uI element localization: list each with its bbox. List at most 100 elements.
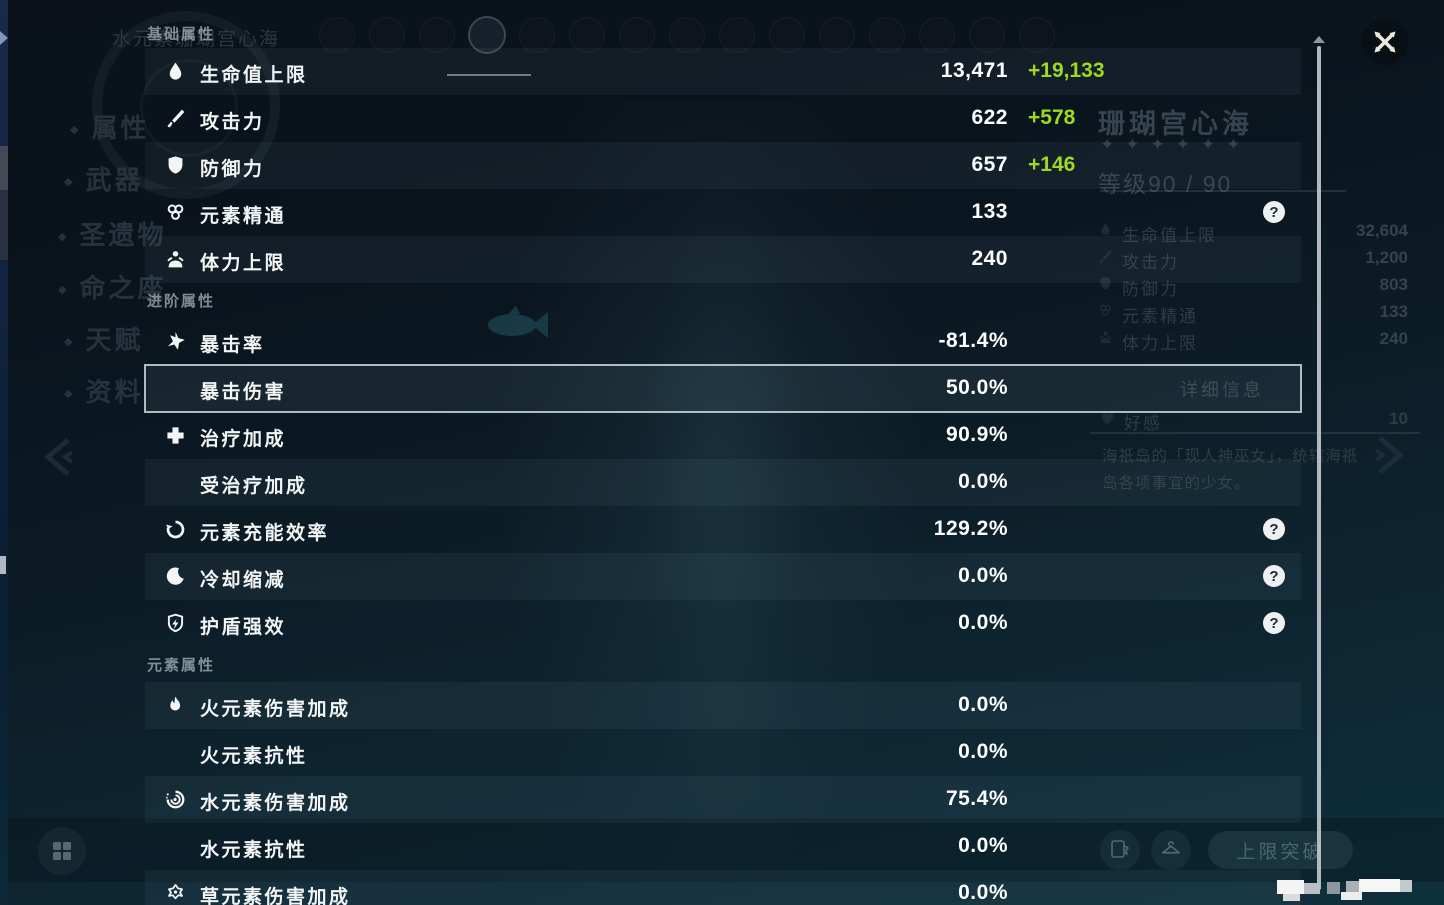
stat-label: 元素精通 — [200, 206, 287, 227]
stat-value: 0.0% — [958, 470, 1008, 493]
section-header: 进阶属性 — [147, 293, 216, 310]
stat-label: 防御力 — [200, 159, 265, 180]
atk-icon — [165, 108, 186, 129]
bottom-bar — [8, 818, 1444, 882]
stat-value: 90.9% — [945, 423, 1008, 446]
help-icon[interactable]: ? — [1263, 612, 1285, 634]
hanger-icon — [1161, 841, 1181, 854]
divider — [1090, 432, 1420, 434]
party-avatar-strip — [0, 8, 1444, 68]
diamond-icon: ◆ — [64, 388, 76, 400]
stat-row[interactable]: 攻击力 622 +578 — [145, 95, 1301, 142]
stat-label: 暴击伤害 — [200, 382, 287, 403]
stat-value: 0.0% — [958, 564, 1008, 587]
scroll-up-arrow[interactable] — [1313, 36, 1325, 43]
party-avatar — [770, 18, 804, 52]
ascend-button: 上限突破 — [1208, 831, 1353, 869]
party-avatar — [520, 18, 554, 52]
stat-row[interactable]: 草元素伤害加成 0.0% — [145, 870, 1301, 905]
em-icon — [165, 202, 186, 223]
stat-value: 0.0% — [958, 740, 1008, 763]
stat-row[interactable]: 水元素伤害加成 75.4% — [145, 776, 1301, 823]
dendro-icon — [165, 883, 186, 904]
card-star-icon — [1111, 840, 1129, 858]
stat-row[interactable]: 火元素伤害加成 0.0% — [145, 682, 1301, 729]
background-stat-row: 元素精通 133 — [1098, 299, 1408, 326]
stat-row[interactable]: 生命值上限 13,471 +19,133 — [145, 48, 1301, 95]
prev-character-arrow[interactable] — [42, 434, 78, 485]
party-avatar — [670, 18, 704, 52]
help-icon[interactable]: ? — [1263, 565, 1285, 587]
stat-row[interactable]: 火元素抗性 0.0% — [145, 729, 1301, 776]
stat-row[interactable]: 护盾强效 0.0%? — [145, 600, 1301, 647]
character-name: 珊瑚宫心海 — [1098, 109, 1253, 139]
stat-row[interactable]: 体力上限 240 — [145, 236, 1301, 283]
stat-bonus-value: +146 — [1028, 153, 1076, 176]
close-icon — [1374, 31, 1396, 53]
stat-value: 0.0% — [958, 693, 1008, 716]
element-character-title: 水元素珊瑚宫心海 — [112, 29, 281, 50]
stat-value: 657 — [971, 153, 1008, 176]
stat-label: 元素充能效率 — [200, 523, 330, 544]
stat-value: 50.0% — [945, 376, 1008, 399]
stat-row[interactable]: 治疗加成 90.9% — [145, 412, 1301, 459]
party-avatar — [370, 18, 404, 52]
help-icon[interactable]: ? — [1263, 201, 1285, 223]
stat-row[interactable]: 暴击率 -81.4% — [145, 318, 1301, 365]
close-button[interactable] — [1362, 19, 1408, 65]
star-icon: ✦ — [1226, 135, 1241, 154]
star-icon: ✦ — [1100, 135, 1115, 154]
help-icon[interactable]: ? — [1263, 518, 1285, 540]
sidebar-item-artifacts: ◆ 圣遗物 — [58, 220, 167, 250]
desktop-edge-marker — [0, 31, 8, 45]
sidebar-item-constellation: ◆ 命之座 — [58, 273, 167, 303]
heal-icon — [165, 425, 186, 446]
sidebar-item-attributes: ◆ 属性 — [70, 113, 150, 143]
stamina-icon — [165, 249, 186, 270]
stat-label: 护盾强效 — [200, 617, 287, 638]
sidebar-item-weapon: ◆ 武器 — [64, 165, 144, 195]
def-icon — [1098, 276, 1113, 291]
rarity-stars: ✦ ✦ ✦ ✦ ✦ ✦ — [1100, 135, 1252, 155]
diamond-icon: ◆ — [58, 231, 70, 243]
star-icon: ✦ — [1175, 135, 1190, 154]
stat-row[interactable]: 冷却缩减 0.0%? — [145, 553, 1301, 600]
background-stat-row: 防御力 803 — [1098, 272, 1408, 299]
star-icon: ✦ — [1201, 135, 1216, 154]
stat-value: 133 — [971, 200, 1008, 223]
stat-label: 攻击力 — [200, 112, 265, 133]
stat-value: 240 — [971, 247, 1008, 270]
stat-value: 0.0% — [958, 881, 1008, 904]
stat-label: 生命值上限 — [200, 65, 308, 86]
stat-value: 0.0% — [958, 834, 1008, 857]
sidebar-item-talents: ◆ 天赋 — [64, 325, 144, 355]
stat-row[interactable]: 水元素抗性 0.0% — [145, 823, 1301, 870]
stat-row[interactable]: 元素精通 133? — [145, 189, 1301, 236]
section-header: 元素属性 — [147, 657, 216, 674]
party-avatar — [620, 18, 654, 52]
hp-icon — [165, 61, 186, 82]
stat-label: 水元素伤害加成 — [200, 793, 351, 814]
stat-row[interactable]: 元素充能效率 129.2%? — [145, 506, 1301, 553]
next-character-arrow[interactable] — [1370, 432, 1406, 483]
def-icon — [165, 155, 186, 176]
hp-icon — [1098, 222, 1113, 237]
em-icon — [1098, 303, 1113, 318]
background-stat-row: 生命值上限 32,604 — [1098, 218, 1408, 245]
stat-row[interactable]: 防御力 657 +146 — [145, 142, 1301, 189]
party-avatar — [720, 18, 754, 52]
stat-label: 冷却缩减 — [200, 570, 287, 591]
stat-value: 129.2% — [933, 517, 1008, 540]
desktop-edge-strip — [0, 0, 8, 905]
party-avatar — [1020, 18, 1054, 52]
wish-card-button — [1100, 830, 1140, 870]
divider — [1100, 190, 1346, 192]
stat-value: 13,471 — [940, 59, 1008, 82]
stat-row-selected[interactable]: 暴击伤害 50.0% — [144, 364, 1302, 413]
diamond-icon: ◆ — [64, 336, 76, 348]
scrollbar[interactable] — [1317, 46, 1321, 890]
party-avatar — [570, 18, 604, 52]
stat-row[interactable]: 受治疗加成 0.0% — [145, 459, 1301, 506]
stats-panel: 基础属性 生命值上限 13,471 +19,133 攻击力 622 +578 防御力 657 +1… — [144, 0, 1302, 905]
